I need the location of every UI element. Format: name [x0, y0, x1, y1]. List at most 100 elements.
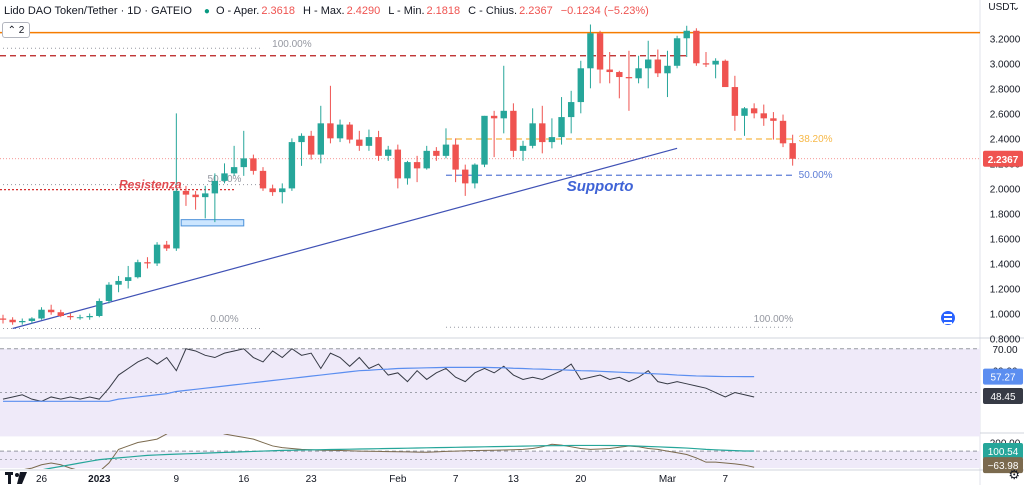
candle[interactable] — [96, 298, 103, 318]
candle[interactable] — [510, 103, 517, 158]
candle[interactable] — [9, 317, 16, 325]
candle[interactable] — [452, 138, 459, 183]
candle-body — [240, 158, 247, 168]
candle[interactable] — [365, 129, 373, 151]
candle[interactable] — [664, 50, 671, 98]
candle[interactable] — [269, 184, 276, 196]
candle[interactable] — [375, 130, 382, 161]
candle[interactable] — [577, 60, 584, 114]
candle[interactable] — [86, 313, 93, 320]
candle[interactable] — [336, 119, 344, 143]
candle[interactable] — [404, 160, 411, 185]
candle[interactable] — [124, 265, 132, 289]
candle[interactable] — [327, 85, 334, 144]
candle[interactable] — [28, 317, 36, 324]
candle[interactable] — [163, 240, 170, 251]
cci-ma-line[interactable] — [3, 444, 755, 476]
candle[interactable] — [202, 185, 209, 219]
candle[interactable] — [625, 50, 633, 111]
support-zone[interactable] — [180, 219, 245, 227]
candle[interactable] — [423, 145, 430, 170]
candle[interactable] — [673, 35, 681, 69]
candle[interactable] — [413, 155, 421, 183]
candle[interactable] — [760, 104, 767, 126]
candle[interactable] — [394, 144, 402, 189]
candle[interactable] — [211, 173, 219, 223]
trendline[interactable] — [12, 147, 678, 330]
candle[interactable] — [240, 130, 247, 176]
candle[interactable] — [645, 40, 652, 89]
candle[interactable] — [346, 122, 353, 144]
candle[interactable] — [307, 130, 315, 160]
candle[interactable] — [616, 70, 623, 99]
candle[interactable] — [702, 52, 710, 68]
candle[interactable] — [298, 133, 305, 166]
candle[interactable] — [173, 113, 180, 251]
candle[interactable] — [558, 97, 565, 145]
candle[interactable] — [606, 52, 613, 84]
candle[interactable] — [356, 130, 363, 151]
candle[interactable] — [288, 138, 296, 191]
candle[interactable] — [587, 24, 594, 89]
candle[interactable] — [471, 163, 479, 189]
symbol-title[interactable]: Lido DAO Token/Tether · 1D · GATEIO — [4, 5, 192, 17]
event-flag-icon[interactable] — [941, 311, 955, 325]
candle[interactable] — [567, 90, 575, 134]
candle[interactable] — [770, 112, 777, 140]
candle[interactable] — [47, 304, 55, 315]
rsi-panel[interactable] — [0, 348, 980, 437]
candle[interactable] — [548, 118, 556, 149]
candle[interactable] — [192, 190, 199, 210]
candle[interactable] — [779, 114, 787, 148]
candle[interactable] — [693, 28, 700, 66]
candle[interactable] — [57, 309, 64, 318]
candle[interactable] — [19, 318, 26, 325]
candle[interactable] — [731, 75, 739, 131]
candle[interactable] — [385, 145, 392, 161]
candle[interactable] — [741, 107, 748, 136]
candle[interactable] — [683, 25, 690, 58]
candle[interactable] — [115, 275, 122, 293]
indicators-toggle-button[interactable]: ⌃ 2 — [2, 22, 30, 38]
candle[interactable] — [67, 313, 74, 320]
candle[interactable] — [635, 55, 642, 84]
candle[interactable] — [596, 30, 604, 84]
candle[interactable] — [153, 242, 161, 266]
gear-icon[interactable]: ⚙ — [1008, 467, 1020, 482]
candle[interactable] — [712, 58, 719, 79]
candle[interactable] — [259, 167, 267, 191]
candle[interactable] — [750, 103, 758, 119]
candle[interactable] — [230, 145, 238, 176]
candle[interactable] — [519, 140, 527, 161]
candle[interactable] — [317, 105, 324, 164]
candle[interactable] — [38, 307, 45, 320]
candle[interactable] — [144, 257, 151, 269]
price-axis[interactable] — [980, 0, 1024, 485]
candle[interactable] — [490, 110, 498, 158]
candle[interactable] — [182, 185, 190, 206]
rsi-ma-line[interactable] — [3, 366, 755, 402]
candle[interactable] — [134, 259, 142, 279]
candle[interactable] — [76, 314, 84, 320]
candle[interactable] — [789, 134, 796, 166]
candle[interactable] — [481, 115, 488, 168]
cci-panel[interactable] — [0, 425, 980, 476]
candle[interactable] — [221, 163, 228, 184]
candle[interactable] — [539, 105, 546, 154]
rsi-line[interactable] — [2, 348, 755, 402]
candle[interactable] — [442, 128, 450, 159]
candle[interactable] — [462, 164, 469, 196]
candle[interactable] — [654, 49, 662, 78]
candle-body — [452, 144, 459, 170]
candle[interactable] — [0, 314, 7, 324]
tradingview-logo[interactable] — [5, 472, 27, 484]
candle[interactable] — [250, 154, 257, 175]
candle[interactable] — [722, 59, 729, 88]
candle[interactable] — [500, 65, 507, 134]
candle[interactable] — [279, 183, 286, 204]
price-panel[interactable]: 38.20%50.00%100.00%50.00%0.00%100.00%Res… — [0, 24, 980, 330]
candle[interactable] — [105, 282, 113, 304]
candle[interactable] — [529, 108, 536, 149]
candle[interactable] — [433, 147, 440, 161]
